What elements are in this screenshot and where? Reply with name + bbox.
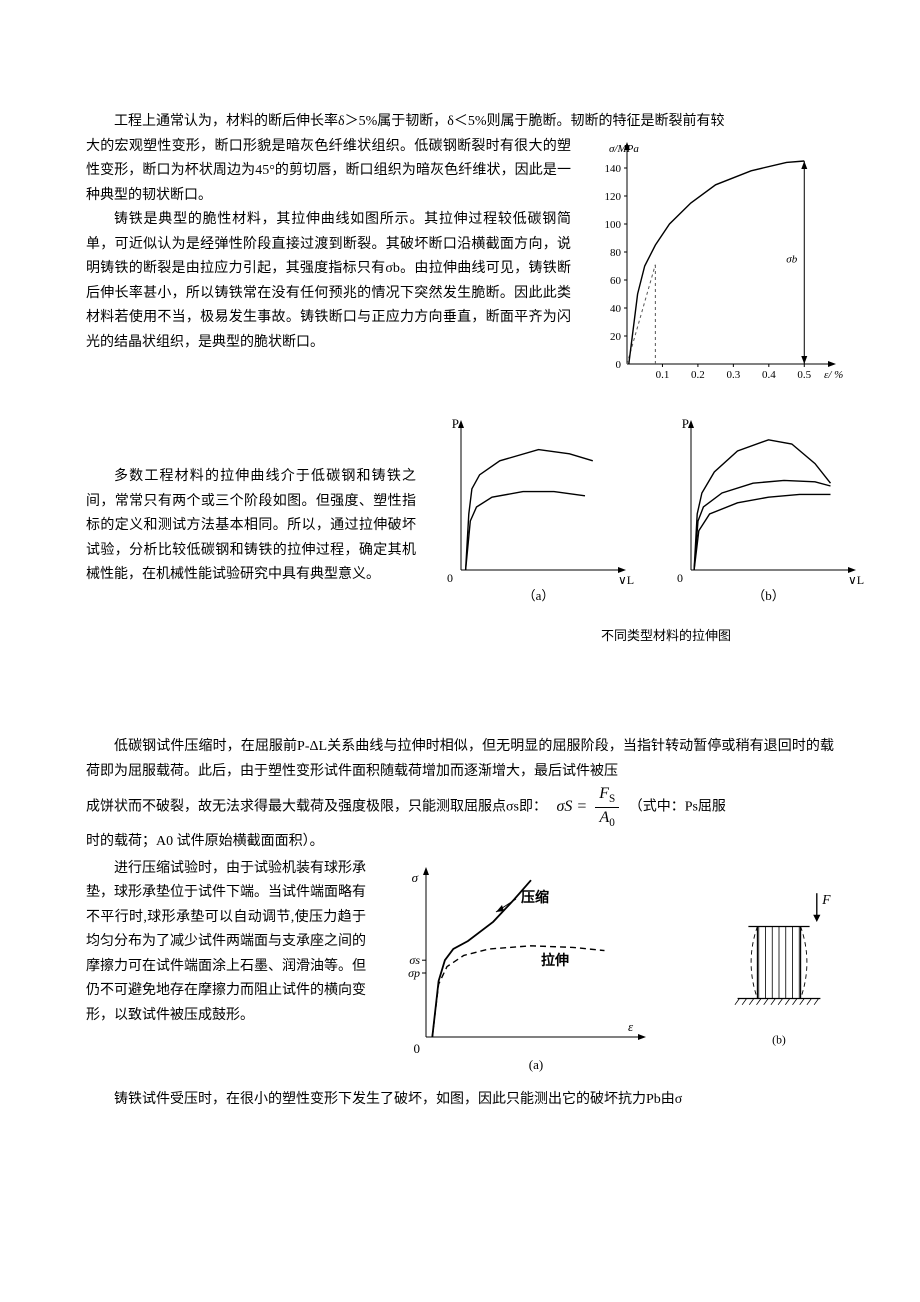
svg-text:∨L: ∨L <box>618 573 634 587</box>
svg-text:100: 100 <box>605 219 622 231</box>
svg-text:∨L: ∨L <box>848 573 864 587</box>
para-4b: 成饼状而不破裂，故无法求得最大载荷及强度极限，只能测取屈服点σs即： σS = … <box>86 784 834 830</box>
compression-stress-strain-chart: σε0σsσp压缩拉伸(a) <box>386 857 666 1077</box>
section-compression-text: 低碳钢试件压缩时，在屈服前P-ΔL关系曲线与拉伸时相似，但无明显的屈服阶段，当指… <box>86 735 834 855</box>
tensile-charts-caption: 不同类型材料的拉伸图 <box>516 625 816 648</box>
svg-text:P: P <box>682 416 689 431</box>
yield-formula: σS = FS A0 <box>557 784 620 830</box>
svg-text:σ: σ <box>412 870 419 885</box>
svg-text:80: 80 <box>610 247 622 259</box>
svg-text:ε/ %: ε/ % <box>824 369 843 381</box>
svg-text:σ/MPa: σ/MPa <box>609 143 639 155</box>
formula-fraction: FS A0 <box>595 784 619 830</box>
tensile-chart-a: P ∨L 0 （a） <box>436 415 636 605</box>
svg-text:拉伸: 拉伸 <box>541 952 569 969</box>
svg-text:120: 120 <box>605 191 622 203</box>
para-5: 进行压缩试验时，由于试验机装有球形承垫，球形承垫位于试件下端。当试件端面略有不平… <box>86 857 366 1029</box>
svg-text:40: 40 <box>610 303 622 315</box>
para-4a: 低碳钢试件压缩时，在屈服前P-ΔL关系曲线与拉伸时相似，但无明显的屈服阶段，当指… <box>86 735 834 784</box>
section-tensile-curves: 多数工程材料的拉伸曲线介于低碳钢和铸铁之间，常常只有两个或三个阶段如图。但强度、… <box>86 415 834 635</box>
svg-text:0.5: 0.5 <box>797 369 811 381</box>
text-block-2: 多数工程材料的拉伸曲线介于低碳钢和铸铁之间，常常只有两个或三个阶段如图。但强度、… <box>86 415 416 588</box>
para-1-full: 工程上通常认为，材料的断后伸长率δ＞5%属于韧断，δ＜5%则属于脆断。韧断的特征… <box>86 110 834 135</box>
tensile-chart-b: P ∨L 0 （b） <box>666 415 866 605</box>
svg-text:20: 20 <box>610 331 622 343</box>
formula-eq: = <box>576 786 587 828</box>
svg-text:(b): (b) <box>772 1033 786 1046</box>
svg-text:压缩: 压缩 <box>521 889 549 906</box>
text-block-4: 进行压缩试验时，由于试验机装有球形承垫，球形承垫位于试件下端。当试件端面略有不平… <box>86 857 366 1029</box>
svg-text:(a): (a) <box>529 1057 543 1072</box>
svg-text:0.2: 0.2 <box>691 369 705 381</box>
svg-text:P: P <box>452 416 459 431</box>
section-compression-figures: 进行压缩试验时，由于试验机装有球形承垫，球形承垫位于试件下端。当试件端面略有不平… <box>86 857 834 1029</box>
svg-text:F: F <box>821 892 831 907</box>
svg-text:0: 0 <box>447 571 453 585</box>
svg-text:σp: σp <box>408 966 420 980</box>
svg-text:0.4: 0.4 <box>762 369 776 381</box>
para-2: 铸铁是典型的脆性材料，其拉伸曲线如图所示。其拉伸过程较低碳钢简单，可近似认为是经… <box>86 208 571 355</box>
para-4b-pre: 成饼状而不破裂，故无法求得最大载荷及强度极限，只能测取屈服点σs即： <box>86 799 547 814</box>
para-4c: 时的载荷；A0 试件原始横截面面积）。 <box>86 830 834 855</box>
svg-text:0: 0 <box>677 571 683 585</box>
svg-text:60: 60 <box>610 275 622 287</box>
para-1-narrow: 大的宏观塑性变形，断口形貌是暗灰色纤维状组织。低碳钢断裂时有很大的塑性变形，断口… <box>86 135 571 209</box>
svg-text:0.3: 0.3 <box>726 369 740 381</box>
para-4b-post: （式中：Ps屈服 <box>629 799 726 814</box>
svg-text:σb: σb <box>786 254 797 266</box>
svg-text:ε: ε <box>628 1019 634 1034</box>
svg-text:140: 140 <box>605 163 622 175</box>
svg-text:（a）: （a） <box>523 588 555 603</box>
cast-iron-stress-strain-chart: 0 20 40 60 80 100 120 140 0.1 0.2 0.3 0.4 0.5 σ/MPa ε/… <box>582 134 844 392</box>
para-6: 铸铁试件受压时，在很小的塑性变形下发生了破坏，如图，因此只能测出它的破坏抗力Pb… <box>86 1088 834 1113</box>
svg-text:（b）: （b） <box>752 588 785 603</box>
section-cast-iron-compression: 铸铁试件受压时，在很小的塑性变形下发生了破坏，如图，因此只能测出它的破坏抗力Pb… <box>86 1088 834 1113</box>
svg-text:0: 0 <box>616 359 622 371</box>
svg-text:0: 0 <box>414 1041 421 1056</box>
svg-text:0.1: 0.1 <box>656 369 670 381</box>
para-3: 多数工程材料的拉伸曲线介于低碳钢和铸铁之间，常常只有两个或三个阶段如图。但强度、… <box>86 465 416 588</box>
formula-lhs: σS <box>557 798 573 815</box>
section-intro: 工程上通常认为，材料的断后伸长率δ＞5%属于韧断，δ＜5%则属于脆断。韧断的特征… <box>86 110 834 355</box>
barrel-specimen-diagram: F (b) <box>704 877 854 1057</box>
